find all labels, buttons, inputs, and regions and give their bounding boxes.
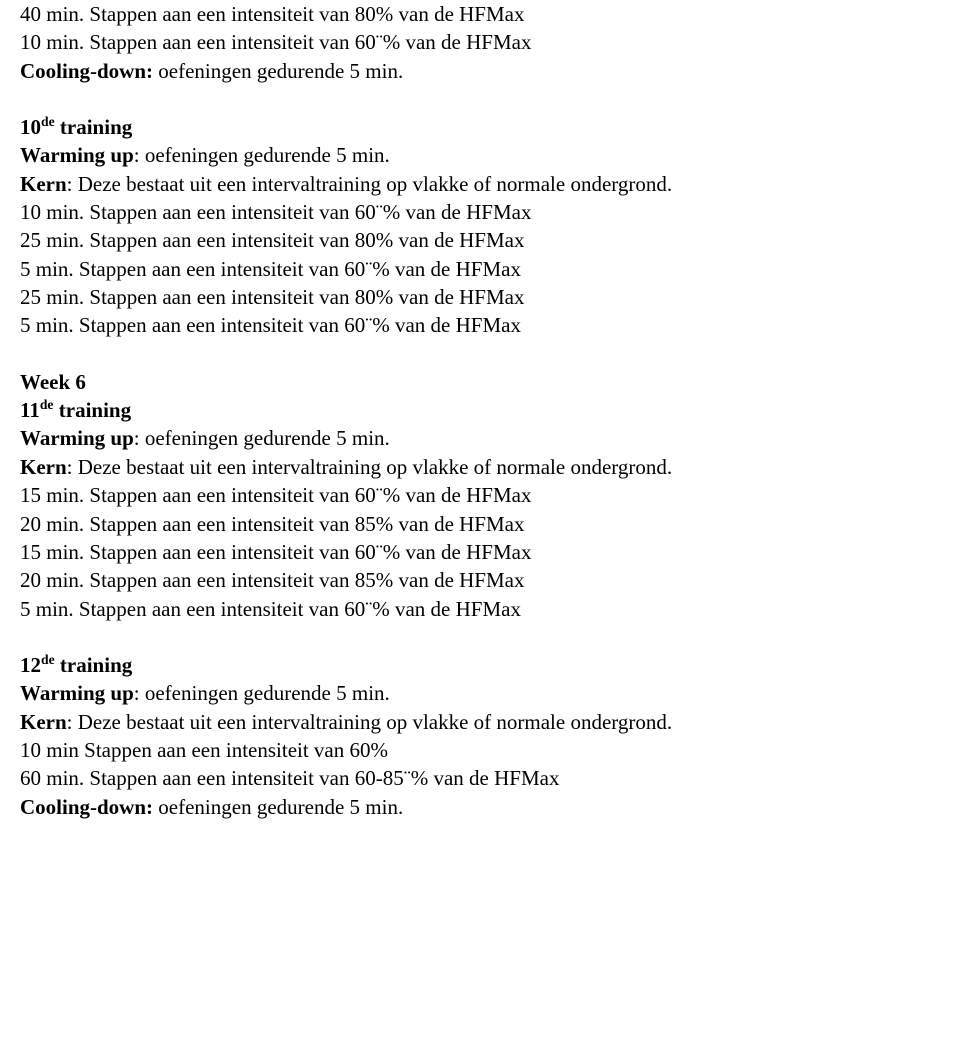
training-heading: 10de training [20, 113, 920, 141]
text-line: 20 min. Stappen aan een intensiteit van … [20, 566, 920, 594]
text-line: 10 min. Stappen aan een intensiteit van … [20, 198, 920, 226]
text-line: Kern: Deze bestaat uit een intervaltrain… [20, 453, 920, 481]
text-span: training [55, 653, 133, 677]
text-line: Warming up: oefeningen gedurende 5 min. [20, 141, 920, 169]
label-cooling-down: Cooling-down: [20, 795, 153, 819]
label-warming-up: Warming up [20, 681, 134, 705]
text-line: 5 min. Stappen aan een intensiteit van 6… [20, 255, 920, 283]
text-line: 10 min Stappen aan een intensiteit van 6… [20, 736, 920, 764]
text-line: 10 min. Stappen aan een intensiteit van … [20, 28, 920, 56]
text-line: 20 min. Stappen aan een intensiteit van … [20, 510, 920, 538]
text-span: 10 [20, 115, 41, 139]
text-line: Kern: Deze bestaat uit een intervaltrain… [20, 708, 920, 736]
text-line: 40 min. Stappen aan een intensiteit van … [20, 0, 920, 28]
text-line: 5 min. Stappen aan een intensiteit van 6… [20, 311, 920, 339]
text-line: 25 min. Stappen aan een intensiteit van … [20, 283, 920, 311]
text-line: Cooling-down: oefeningen gedurende 5 min… [20, 57, 920, 85]
text-span: 11 [20, 398, 40, 422]
label-kern: Kern [20, 172, 67, 196]
text-line: 5 min. Stappen aan een intensiteit van 6… [20, 595, 920, 623]
text-span: : Deze bestaat uit een intervaltraining … [67, 710, 672, 734]
text-line: Warming up: oefeningen gedurende 5 min. [20, 424, 920, 452]
training-block-12: 12de training Warming up: oefeningen ged… [20, 651, 920, 821]
document-page: 40 min. Stappen aan een intensiteit van … [0, 0, 960, 821]
week-heading: Week 6 [20, 368, 920, 396]
text-line: 15 min. Stappen aan een intensiteit van … [20, 481, 920, 509]
training-block-10: 10de training Warming up: oefeningen ged… [20, 113, 920, 340]
text-span: oefeningen gedurende 5 min. [153, 59, 403, 83]
text-span: : Deze bestaat uit een intervaltraining … [67, 172, 672, 196]
ordinal-sup: de [40, 397, 54, 412]
text-span: : oefeningen gedurende 5 min. [134, 143, 390, 167]
training-block-9-end: 40 min. Stappen aan een intensiteit van … [20, 0, 920, 85]
ordinal-sup: de [41, 114, 55, 129]
label-warming-up: Warming up [20, 143, 134, 167]
text-span: training [54, 398, 132, 422]
text-span: : oefeningen gedurende 5 min. [134, 426, 390, 450]
label-cooling-down: Cooling-down: [20, 59, 153, 83]
text-span: training [55, 115, 133, 139]
ordinal-sup: de [41, 652, 55, 667]
text-line: Kern: Deze bestaat uit een intervaltrain… [20, 170, 920, 198]
label-warming-up: Warming up [20, 426, 134, 450]
text-span: : oefeningen gedurende 5 min. [134, 681, 390, 705]
label-kern: Kern [20, 455, 67, 479]
training-block-11: Week 6 11de training Warming up: oefenin… [20, 368, 920, 623]
text-line: Cooling-down: oefeningen gedurende 5 min… [20, 793, 920, 821]
text-span: : Deze bestaat uit een intervaltraining … [67, 455, 672, 479]
label-kern: Kern [20, 710, 67, 734]
training-heading: 11de training [20, 396, 920, 424]
text-span: oefeningen gedurende 5 min. [153, 795, 403, 819]
text-span: 12 [20, 653, 41, 677]
text-line: 15 min. Stappen aan een intensiteit van … [20, 538, 920, 566]
text-line: 60 min. Stappen aan een intensiteit van … [20, 764, 920, 792]
text-line: 25 min. Stappen aan een intensiteit van … [20, 226, 920, 254]
text-line: Warming up: oefeningen gedurende 5 min. [20, 679, 920, 707]
training-heading: 12de training [20, 651, 920, 679]
